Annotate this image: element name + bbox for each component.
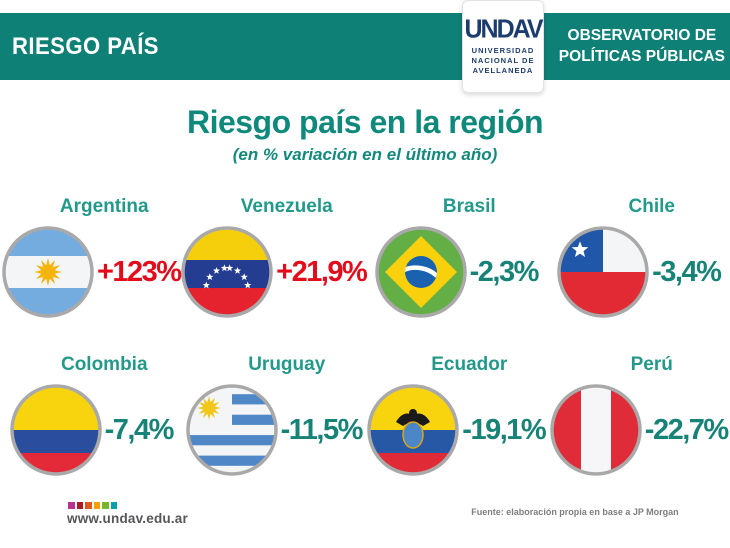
country-name: Ecuador [431, 354, 508, 375]
header-title: RIESGO PAÍS [12, 32, 159, 60]
undav-logo-line2: NACIONAL DE [471, 55, 535, 65]
brand-dot [110, 502, 117, 509]
uruguay-flag-icon [185, 384, 278, 476]
country-value: -3,4% [652, 255, 722, 288]
undav-logo: UNDAV UNIVERSIDAD NACIONAL DE AVELLANEDA [462, 0, 544, 93]
country-card-colombia: Colombia -7,4% [0, 353, 183, 478]
country-value: -2,3% [469, 255, 540, 288]
country-name: Uruguay [248, 354, 326, 375]
brasil-flag-icon [374, 226, 467, 318]
colombia-flag-icon [9, 384, 102, 476]
country-name: Brasil [442, 196, 496, 217]
observatory-title-line1: OBSERVATORIO DE [567, 27, 717, 45]
brand-dot [68, 502, 75, 509]
observatory-title: OBSERVATORIO DE POLÍTICAS PÚBLICAS [559, 13, 725, 80]
country-value: +21,9% [276, 255, 368, 288]
country-name: Argentina [59, 196, 149, 217]
peru-flag-icon [550, 384, 642, 476]
country-card-uruguay: Uruguay -11,5% [183, 353, 366, 478]
chile-flag-icon [557, 226, 649, 318]
source-note: Fuente: elaboración propia en base a JP … [471, 507, 679, 517]
undav-logo-acronym: UNDAV [464, 14, 543, 44]
country-card-argentina: Argentina +123% [0, 195, 183, 320]
country-grid: Argentina +123% Venezuela [0, 195, 730, 478]
country-card-ecuador: Ecuador -19,1% [365, 353, 548, 478]
country-card-peru: Perú -22,7% [548, 353, 730, 478]
undav-logo-line3: AVELLANEDA [472, 66, 534, 76]
brand-dot [85, 502, 92, 509]
argentina-flag-icon [2, 226, 94, 318]
header-bar: RIESGO PAÍS OBSERVATORIO DE POLÍTICAS PÚ… [0, 13, 730, 80]
country-card-chile: Chile -3,4% [548, 195, 730, 320]
brand-color-dots [68, 502, 117, 509]
country-value: -19,1% [462, 413, 546, 446]
country-value: -11,5% [280, 413, 364, 446]
country-value: -7,4% [104, 413, 175, 446]
title-block: Riesgo país en la región (en % variación… [0, 104, 730, 165]
country-value: -22,7% [644, 413, 729, 446]
observatory-title-line2: POLÍTICAS PÚBLICAS [558, 47, 725, 65]
country-card-venezuela: Venezuela [181, 195, 368, 320]
country-value: +123% [96, 255, 182, 288]
website-link[interactable]: www.undav.edu.ar [67, 511, 188, 526]
country-name: Chile [628, 196, 675, 217]
page-subtitle: (en % variación en el último año) [232, 145, 498, 164]
brand-dot [93, 502, 100, 509]
venezuela-flag-icon [181, 226, 273, 318]
country-name: Colombia [60, 354, 148, 375]
country-card-brasil: Brasil [365, 195, 548, 320]
undav-logo-line1: UNIVERSIDAD [471, 45, 535, 55]
country-name: Venezuela [240, 196, 333, 217]
country-name: Perú [630, 354, 673, 375]
ecuador-flag-icon [367, 384, 460, 476]
page-title: Riesgo país en la región [186, 104, 544, 140]
brand-dot [102, 502, 109, 509]
brand-dot [76, 502, 83, 509]
